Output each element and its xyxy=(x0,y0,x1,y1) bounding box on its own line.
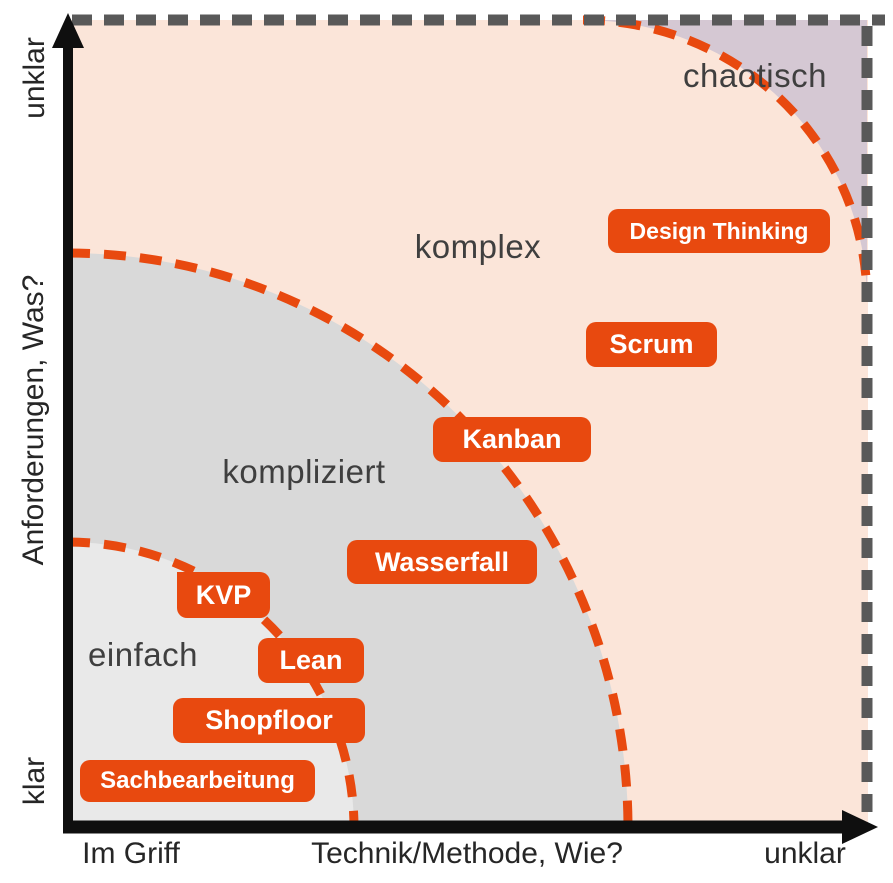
y-axis-top-tick-label: unklar xyxy=(18,37,51,119)
callout-shopfloor: Shopfloor xyxy=(173,698,365,743)
region-chaotic-fill xyxy=(583,20,867,301)
y-axis-arrowhead xyxy=(52,13,84,48)
x-axis-right-tick-label: unklar xyxy=(764,837,846,870)
region-label-complicated: kompliziert xyxy=(222,453,386,490)
y-axis-title: Anforderungen, Was? xyxy=(17,274,50,566)
x-axis-title: Technik/Methode, Wie? xyxy=(311,837,623,870)
callout-wasserfall: Wasserfall xyxy=(347,540,537,584)
callout-kanban: Kanban xyxy=(433,417,591,462)
callout-design-thinking: Design Thinking xyxy=(608,209,830,253)
callout-sachbearbeitung: Sachbearbeitung xyxy=(80,760,315,802)
callout-scrum: Scrum xyxy=(586,322,717,367)
region-label-simple: einfach xyxy=(88,636,198,673)
x-axis-arrowhead xyxy=(842,810,878,844)
boundary-complex-chaotic xyxy=(582,15,872,302)
region-simple-fill xyxy=(68,542,354,828)
x-axis-left-tick-label: Im Griff xyxy=(82,837,180,870)
callout-kvp: KVP xyxy=(177,572,270,618)
region-label-chaotic: chaotisch xyxy=(683,57,827,94)
boundary-simple-complicated xyxy=(67,537,359,829)
y-axis-bottom-tick-label: klar xyxy=(18,756,51,806)
callout-lean: Lean xyxy=(258,638,364,683)
region-label-complex: komplex xyxy=(414,228,542,265)
